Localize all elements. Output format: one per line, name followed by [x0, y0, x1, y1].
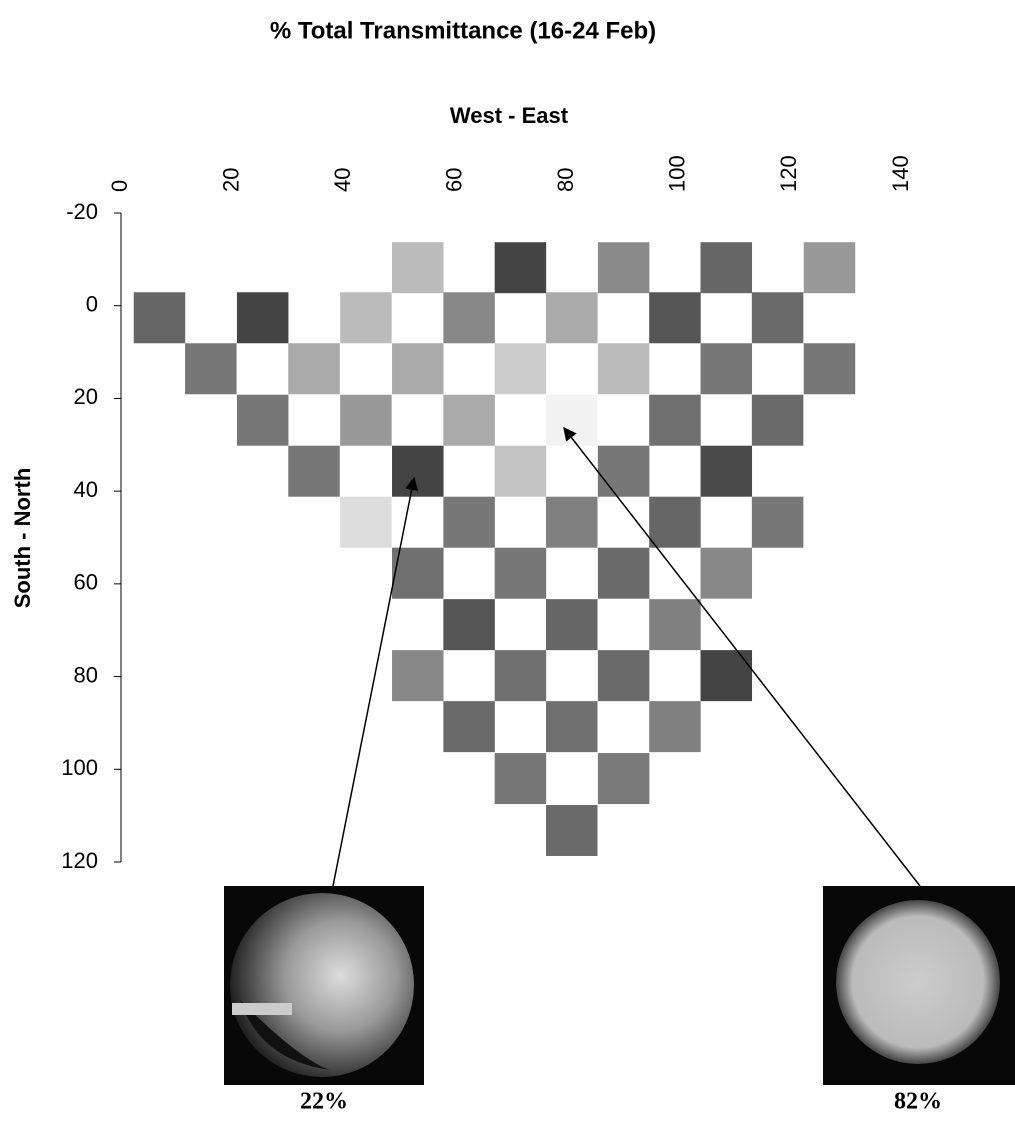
cell [237, 395, 289, 446]
cell [752, 497, 804, 548]
cell [392, 343, 444, 394]
y-tick-label: 40 [74, 477, 98, 502]
cell [288, 343, 340, 394]
cell [701, 343, 753, 394]
photo-right [823, 886, 1015, 1085]
cell [392, 446, 444, 497]
x-tick-label: 120 [776, 155, 801, 192]
y-tick-label: 100 [61, 755, 98, 780]
cell [134, 292, 186, 343]
y-tick-label: 0 [86, 292, 98, 317]
cell [598, 548, 650, 599]
x-axis-label: West - East [450, 103, 569, 128]
cell [752, 395, 804, 446]
cell [701, 242, 753, 293]
cell [598, 343, 650, 394]
y-tick-label: 120 [61, 848, 98, 873]
x-tick-label: 0 [107, 180, 132, 192]
cell [598, 446, 650, 497]
cell [546, 292, 598, 343]
cell [185, 343, 237, 394]
cell [495, 343, 547, 394]
y-axis-label: South - North [10, 468, 35, 609]
photo-left [224, 886, 424, 1085]
cell [340, 497, 392, 548]
cell [495, 242, 547, 293]
cell [701, 548, 753, 599]
cell [495, 548, 547, 599]
cell [804, 343, 856, 394]
y-tick-label: -20 [66, 199, 98, 224]
cell [443, 497, 495, 548]
x-tick-label: 140 [888, 155, 913, 192]
cell [546, 701, 598, 752]
cell [752, 292, 804, 343]
cell [598, 242, 650, 293]
cell [443, 701, 495, 752]
cell [546, 805, 598, 856]
cell [649, 701, 701, 752]
cell [392, 650, 444, 701]
x-tick-label: 40 [330, 168, 355, 192]
cell [546, 497, 598, 548]
cell [340, 395, 392, 446]
annotation: 82% [894, 1089, 942, 1115]
cell [546, 599, 598, 650]
cell [443, 292, 495, 343]
x-tick-label: 80 [553, 168, 578, 192]
cell [598, 650, 650, 701]
cell [340, 292, 392, 343]
x-tick-label: 60 [442, 168, 467, 192]
cell [495, 650, 547, 701]
y-tick-label: 60 [74, 570, 98, 595]
cell [392, 548, 444, 599]
cell [288, 446, 340, 497]
annotation: 22% [300, 1089, 348, 1115]
x-tick-label: 100 [665, 155, 690, 192]
cell [392, 242, 444, 293]
cell [649, 292, 701, 343]
cell [237, 292, 289, 343]
y-tick-label: 20 [74, 384, 98, 409]
cell [649, 599, 701, 650]
cell [804, 242, 856, 293]
x-tick-label: 20 [218, 168, 243, 192]
cell [495, 753, 547, 804]
cell [443, 395, 495, 446]
cell [649, 395, 701, 446]
cell [443, 599, 495, 650]
cell [495, 446, 547, 497]
cell [701, 650, 753, 701]
y-tick-label: 80 [74, 662, 98, 687]
chart-title: % Total Transmittance (16-24 Feb) [270, 17, 656, 44]
cell [598, 753, 650, 804]
cell [649, 497, 701, 548]
chart: % Total Transmittance (16-24 Feb) West -… [0, 0, 1015, 1123]
cell [701, 446, 753, 497]
